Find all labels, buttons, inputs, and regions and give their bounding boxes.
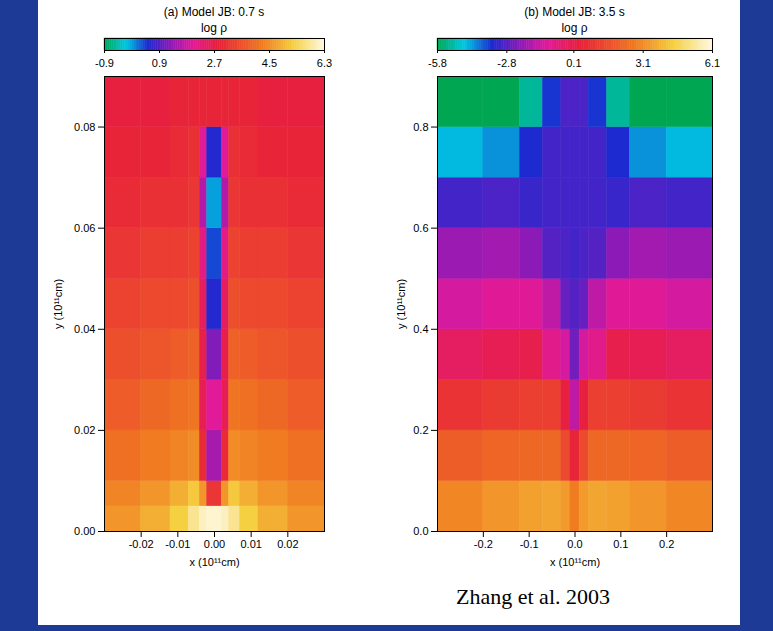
svg-text:0.00: 0.00 (74, 525, 95, 537)
svg-text:-0.02: -0.02 (129, 538, 154, 550)
svg-text:0.0: 0.0 (567, 538, 582, 550)
svg-text:y (10¹¹cm): y (10¹¹cm) (52, 279, 64, 329)
svg-text:0.1: 0.1 (566, 57, 581, 68)
svg-text:0.06: 0.06 (74, 222, 95, 234)
svg-text:0.01: 0.01 (240, 538, 261, 550)
svg-text:3.1: 3.1 (636, 57, 651, 68)
svg-text:0.02: 0.02 (277, 538, 298, 550)
svg-text:2.7: 2.7 (207, 57, 222, 68)
svg-text:0.00: 0.00 (204, 538, 225, 550)
svg-text:0.04: 0.04 (74, 323, 95, 335)
svg-text:-5.8: -5.8 (428, 57, 447, 68)
svg-text:-2.8: -2.8 (497, 57, 516, 68)
svg-text:-0.01: -0.01 (165, 538, 190, 550)
svg-text:0.2: 0.2 (413, 424, 428, 436)
svg-text:0.0: 0.0 (413, 525, 428, 537)
svg-text:6.3: 6.3 (317, 57, 332, 68)
svg-text:-0.1: -0.1 (520, 538, 539, 550)
svg-text:0.08: 0.08 (74, 121, 95, 133)
svg-text:0.2: 0.2 (659, 538, 674, 550)
svg-text:x (10¹¹cm): x (10¹¹cm) (189, 556, 239, 568)
svg-text:0.4: 0.4 (413, 323, 428, 335)
svg-text:4.5: 4.5 (262, 57, 277, 68)
svg-text:0.1: 0.1 (613, 538, 628, 550)
html-text:(b) Model JB: 3.5 s: (b) Model JB: 3.5 s (524, 5, 625, 19)
svg-text:y (10¹¹cm): y (10¹¹cm) (395, 279, 407, 329)
svg-text:6.1: 6.1 (705, 57, 720, 68)
html-text:(a) Model JB: 0.7 s: (a) Model JB: 0.7 s (163, 5, 265, 19)
html-text:log ρ: log ρ (200, 21, 228, 35)
svg-text:x (10¹¹cm): x (10¹¹cm) (550, 556, 600, 568)
svg-text:-0.9: -0.9 (95, 57, 114, 68)
html-text:log ρ: log ρ (561, 21, 588, 35)
svg-text:0.02: 0.02 (74, 424, 95, 436)
svg-text:0.9: 0.9 (152, 57, 167, 68)
svg-text:0.8: 0.8 (413, 121, 428, 133)
svg-text:0.6: 0.6 (413, 222, 428, 234)
html-text:Zhang et al. 2003: Zhang et al. 2003 (456, 584, 610, 609)
svg-text:-0.2: -0.2 (474, 538, 493, 550)
